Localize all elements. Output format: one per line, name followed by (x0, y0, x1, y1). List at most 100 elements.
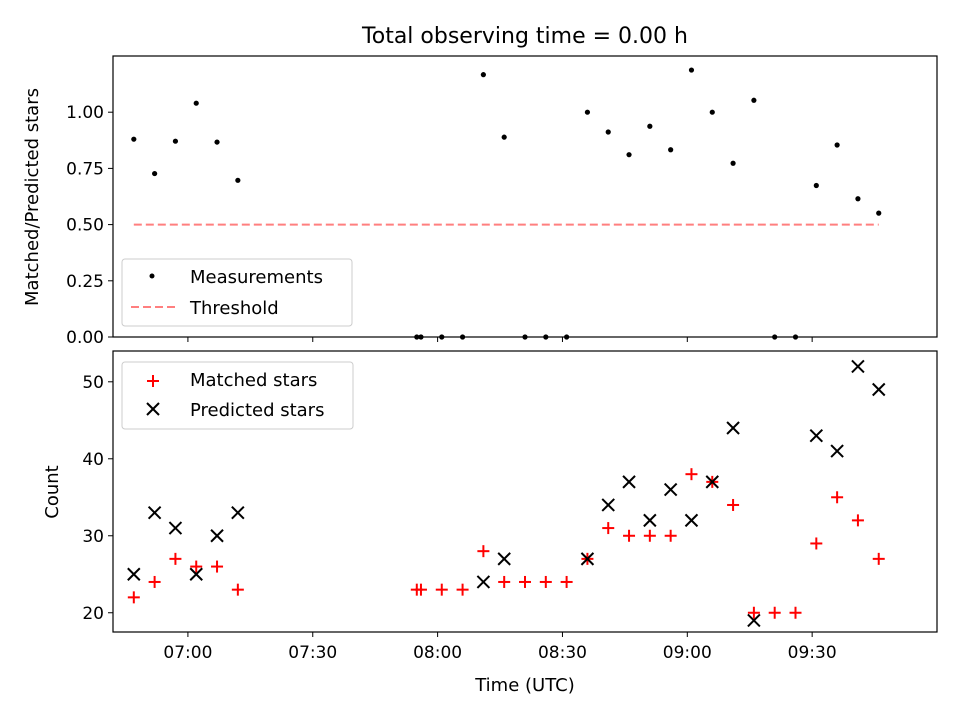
matched-star-point (810, 537, 823, 550)
measurement-point (668, 147, 674, 153)
matched-star-point (190, 560, 203, 573)
matched-star-point (685, 468, 698, 481)
top-legend: Measurements Threshold (121, 258, 353, 327)
y-tick-label: 1.00 (66, 103, 104, 123)
matched-star-point (664, 529, 677, 542)
matched-star-point (477, 545, 490, 558)
y-tick-label: 0.75 (66, 159, 104, 179)
measurement-point (855, 196, 861, 202)
y-tick-label: 0.50 (66, 216, 104, 236)
matched-star-point (231, 583, 244, 596)
matched-star-point (727, 498, 740, 511)
measurement-point (459, 334, 466, 340)
y-tick-label: 0.00 (66, 328, 104, 348)
measurement-point (876, 210, 882, 216)
legend-threshold-label: Threshold (189, 298, 279, 319)
measurement-point (834, 142, 840, 148)
x-tick-label: 07:30 (288, 643, 337, 663)
measurement-point (584, 109, 591, 115)
matched-star-point (456, 583, 469, 596)
legend-measurements-marker (149, 273, 155, 279)
predicted-star-point (476, 575, 491, 589)
matched-star-point (643, 529, 656, 542)
measurement-point (193, 100, 199, 106)
measurement-point (235, 177, 241, 183)
y-tick-label: 30 (82, 527, 104, 547)
predicted-star-point (210, 529, 224, 543)
measurement-point (564, 334, 570, 340)
measurement-point (522, 334, 528, 340)
measurement-point (418, 334, 424, 340)
measurement-point (214, 139, 220, 145)
predicted-star-point (643, 513, 657, 528)
measurement-point (647, 123, 653, 129)
predicted-star-point (705, 475, 719, 489)
predicted-star-point (872, 382, 886, 397)
x-tick-label: 08:00 (413, 643, 462, 663)
legend-predicted-label: Predicted stars (190, 400, 324, 421)
predicted-star-point (663, 482, 678, 497)
predicted-star-point (622, 475, 636, 489)
predicted-star-point (189, 567, 203, 581)
x-tick-label: 08:30 (538, 643, 587, 663)
matched-star-point (519, 575, 531, 588)
bottom-legend-frame (121, 361, 354, 430)
matched-star-point (560, 575, 573, 588)
predicted-star-point (747, 613, 761, 628)
measurement-point (414, 334, 420, 340)
top-ylabel: Matched/Predicted stars (22, 88, 43, 306)
matched-star-point (414, 583, 427, 596)
legend-matched-label: Matched stars (190, 370, 317, 391)
measurement-point (730, 160, 736, 166)
bottom-panel-counts: Count Time (UTC) 20 30 40 50 07:00 07:30 08:00… (42, 350, 938, 696)
predicted-star-point (580, 552, 595, 566)
predicted-star-point (231, 505, 245, 520)
predicted-star-point (127, 567, 141, 581)
plot-frame (112, 350, 938, 633)
top-panel-ratio: Total observing time = 0.00 h Matched/Pr… (22, 24, 938, 348)
matched-star-point (211, 560, 224, 573)
measurement-point (501, 134, 507, 140)
bottom-ylabel: Count (42, 465, 63, 518)
bottom-xlabel: Time (UTC) (474, 675, 575, 696)
measurement-point (152, 170, 158, 177)
measurement-point (751, 97, 757, 103)
top-legend-frame (121, 258, 353, 327)
measurement-point (688, 67, 695, 73)
matched-star-point (435, 583, 448, 596)
x-tick-label: 09:00 (663, 643, 712, 663)
matched-star-point (169, 552, 182, 565)
predicted-star-point (830, 444, 844, 458)
x-tick-label: 07:00 (163, 643, 212, 663)
predicted-star-point (601, 498, 615, 512)
measurement-point (813, 182, 819, 189)
predicted-star-point (147, 505, 162, 520)
matched-star-point (831, 491, 844, 504)
matched-star-point (872, 552, 885, 565)
y-tick-label: 0.25 (66, 272, 104, 292)
matched-star-point (602, 522, 615, 535)
predicted-star-point (851, 359, 865, 374)
matched-star-point (539, 575, 552, 588)
measurement-point (480, 72, 486, 78)
measurement-point (792, 334, 799, 340)
bottom-legend: Matched stars Predicted stars (121, 361, 354, 430)
predicted-star-point (726, 421, 740, 435)
measurement-point (131, 136, 137, 142)
y-tick-label: 50 (82, 373, 104, 393)
legend-measurements-label: Measurements (190, 267, 323, 288)
measurement-point (709, 109, 715, 115)
legend-predicted-marker (146, 402, 160, 416)
y-tick-label: 20 (82, 604, 104, 624)
y-tick-label: 40 (82, 450, 104, 470)
matched-star-point (148, 575, 161, 588)
matched-star-point (851, 514, 864, 527)
matched-star-point (127, 591, 140, 604)
predicted-star-point (684, 513, 699, 528)
bottom-plot-area: 20 30 40 50 07:00 07:30 08:00 08:30 09:00 09:30 (82, 350, 938, 663)
matched-star-point (498, 575, 511, 588)
matched-star-point (768, 606, 781, 619)
measurement-point (772, 334, 778, 340)
measurement-point (626, 152, 632, 158)
